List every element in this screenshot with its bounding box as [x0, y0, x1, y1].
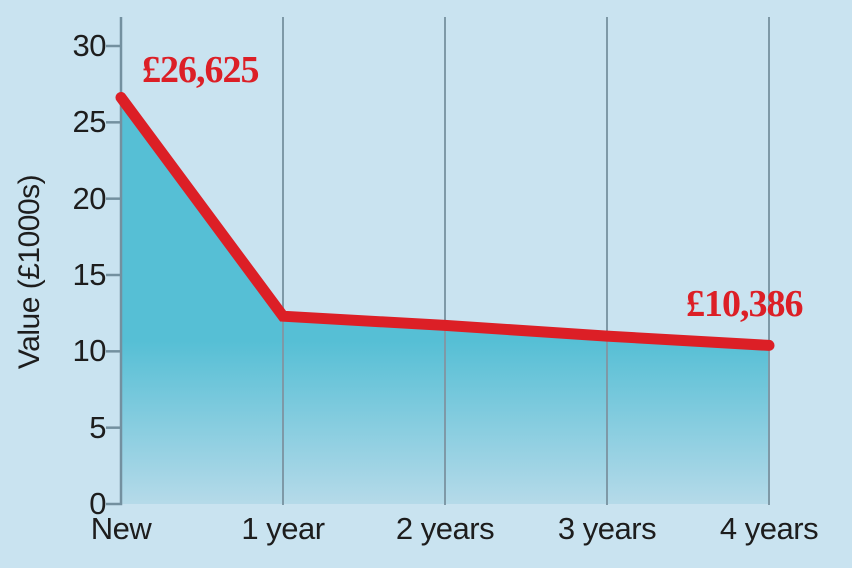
x-label-1-year: 1 year [241, 511, 325, 546]
y-axis-line [106, 17, 123, 506]
y-tick-label-10: 10 [72, 333, 107, 369]
y-tick-label-15: 15 [72, 257, 107, 292]
x-label-2-years: 2 years [395, 511, 495, 546]
y-tick-label-20: 20 [72, 180, 107, 216]
y-tick-label-30: 30 [72, 28, 107, 63]
value-line [115, 92, 775, 351]
y-tick-label-5: 5 [89, 409, 106, 445]
data-label-new-value: £26,625 [142, 49, 259, 91]
y-tick-label-25: 25 [72, 104, 107, 140]
data-label-4year-value: £10,386 [686, 283, 803, 325]
x-label-3-years: 3 years [557, 511, 657, 546]
x-label-4-years: 4 years [719, 511, 819, 546]
x-label-New: New [90, 511, 152, 546]
y-tick-label-0: 0 [89, 486, 106, 521]
